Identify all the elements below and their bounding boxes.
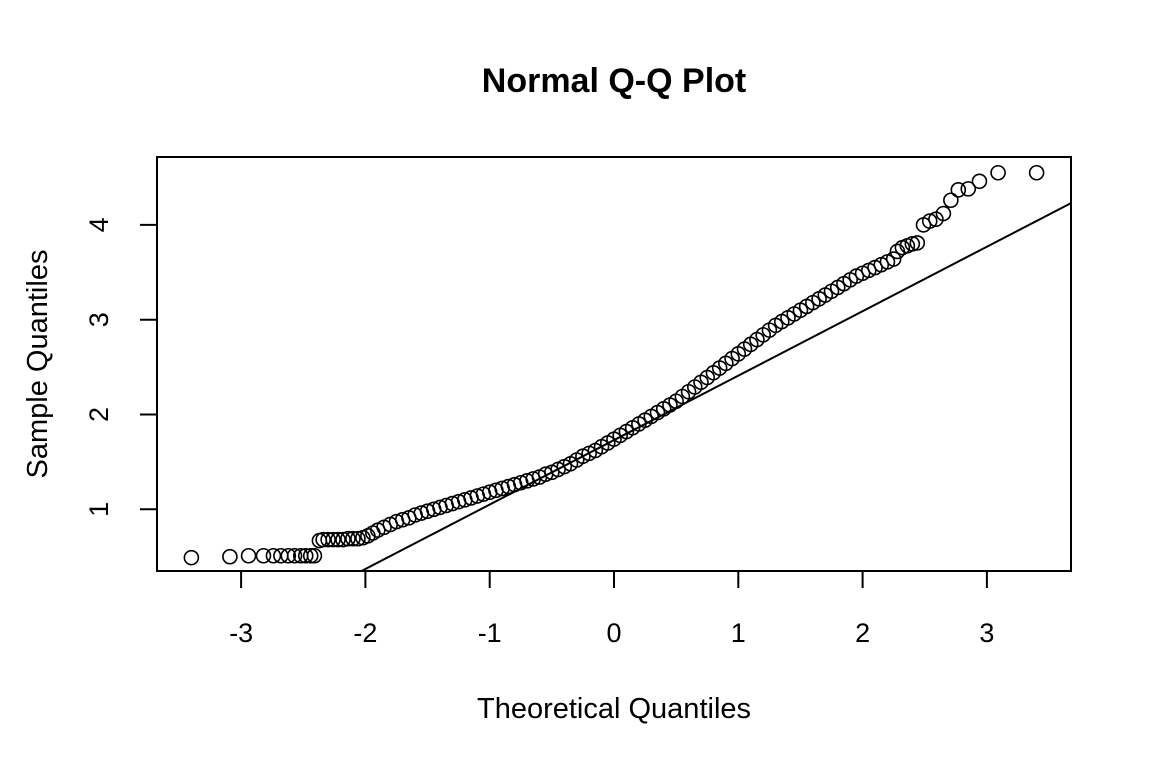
y-tick-label: 4 xyxy=(84,217,114,232)
x-axis-label: Theoretical Quantiles xyxy=(477,693,751,725)
data-point xyxy=(222,548,238,565)
x-tick-label: 2 xyxy=(855,618,870,648)
y-axis-ticks xyxy=(140,223,157,511)
x-tick-label: 1 xyxy=(731,618,746,648)
chart-title: Normal Q-Q Plot xyxy=(482,62,746,100)
data-point xyxy=(265,547,282,564)
data-point xyxy=(183,549,200,566)
y-axis-tick-labels: 1 2 3 4 xyxy=(84,217,114,516)
y-tick-label: 2 xyxy=(84,407,114,422)
data-point xyxy=(340,530,356,547)
data-point xyxy=(350,530,366,547)
x-axis-tick-labels: -3 -2 -1 0 1 2 3 xyxy=(229,618,994,648)
data-point xyxy=(255,547,272,564)
data-point xyxy=(960,181,977,197)
data-point xyxy=(335,531,351,548)
y-tick-label: 1 xyxy=(84,502,114,517)
x-tick-label: -1 xyxy=(478,618,502,648)
data-point xyxy=(345,530,361,547)
x-axis-ticks xyxy=(240,571,988,588)
data-point xyxy=(286,547,303,564)
data-point xyxy=(1028,164,1045,181)
data-point xyxy=(325,531,341,548)
data-point xyxy=(306,547,323,564)
data-point xyxy=(921,213,938,229)
data-point xyxy=(943,192,959,209)
x-tick-label: 0 xyxy=(606,618,621,648)
data-point xyxy=(885,251,902,267)
data-point xyxy=(935,205,952,222)
y-tick-label: 3 xyxy=(84,312,114,327)
data-point xyxy=(909,235,926,251)
data-point xyxy=(320,531,336,548)
data-point xyxy=(240,547,257,564)
data-point xyxy=(280,547,297,564)
data-point xyxy=(297,547,314,564)
data-point xyxy=(904,236,921,252)
data-point xyxy=(330,531,346,548)
x-tick-label: 3 xyxy=(979,618,994,648)
data-point xyxy=(990,164,1006,181)
data-points xyxy=(183,164,1045,566)
data-point xyxy=(971,173,988,190)
data-point xyxy=(302,547,319,564)
y-axis-label: Sample Quantiles xyxy=(22,250,54,479)
data-point xyxy=(315,531,331,548)
x-tick-label: -2 xyxy=(353,618,377,648)
data-point xyxy=(950,182,967,198)
plot-frame xyxy=(156,156,1072,572)
x-tick-label: -3 xyxy=(229,618,253,648)
